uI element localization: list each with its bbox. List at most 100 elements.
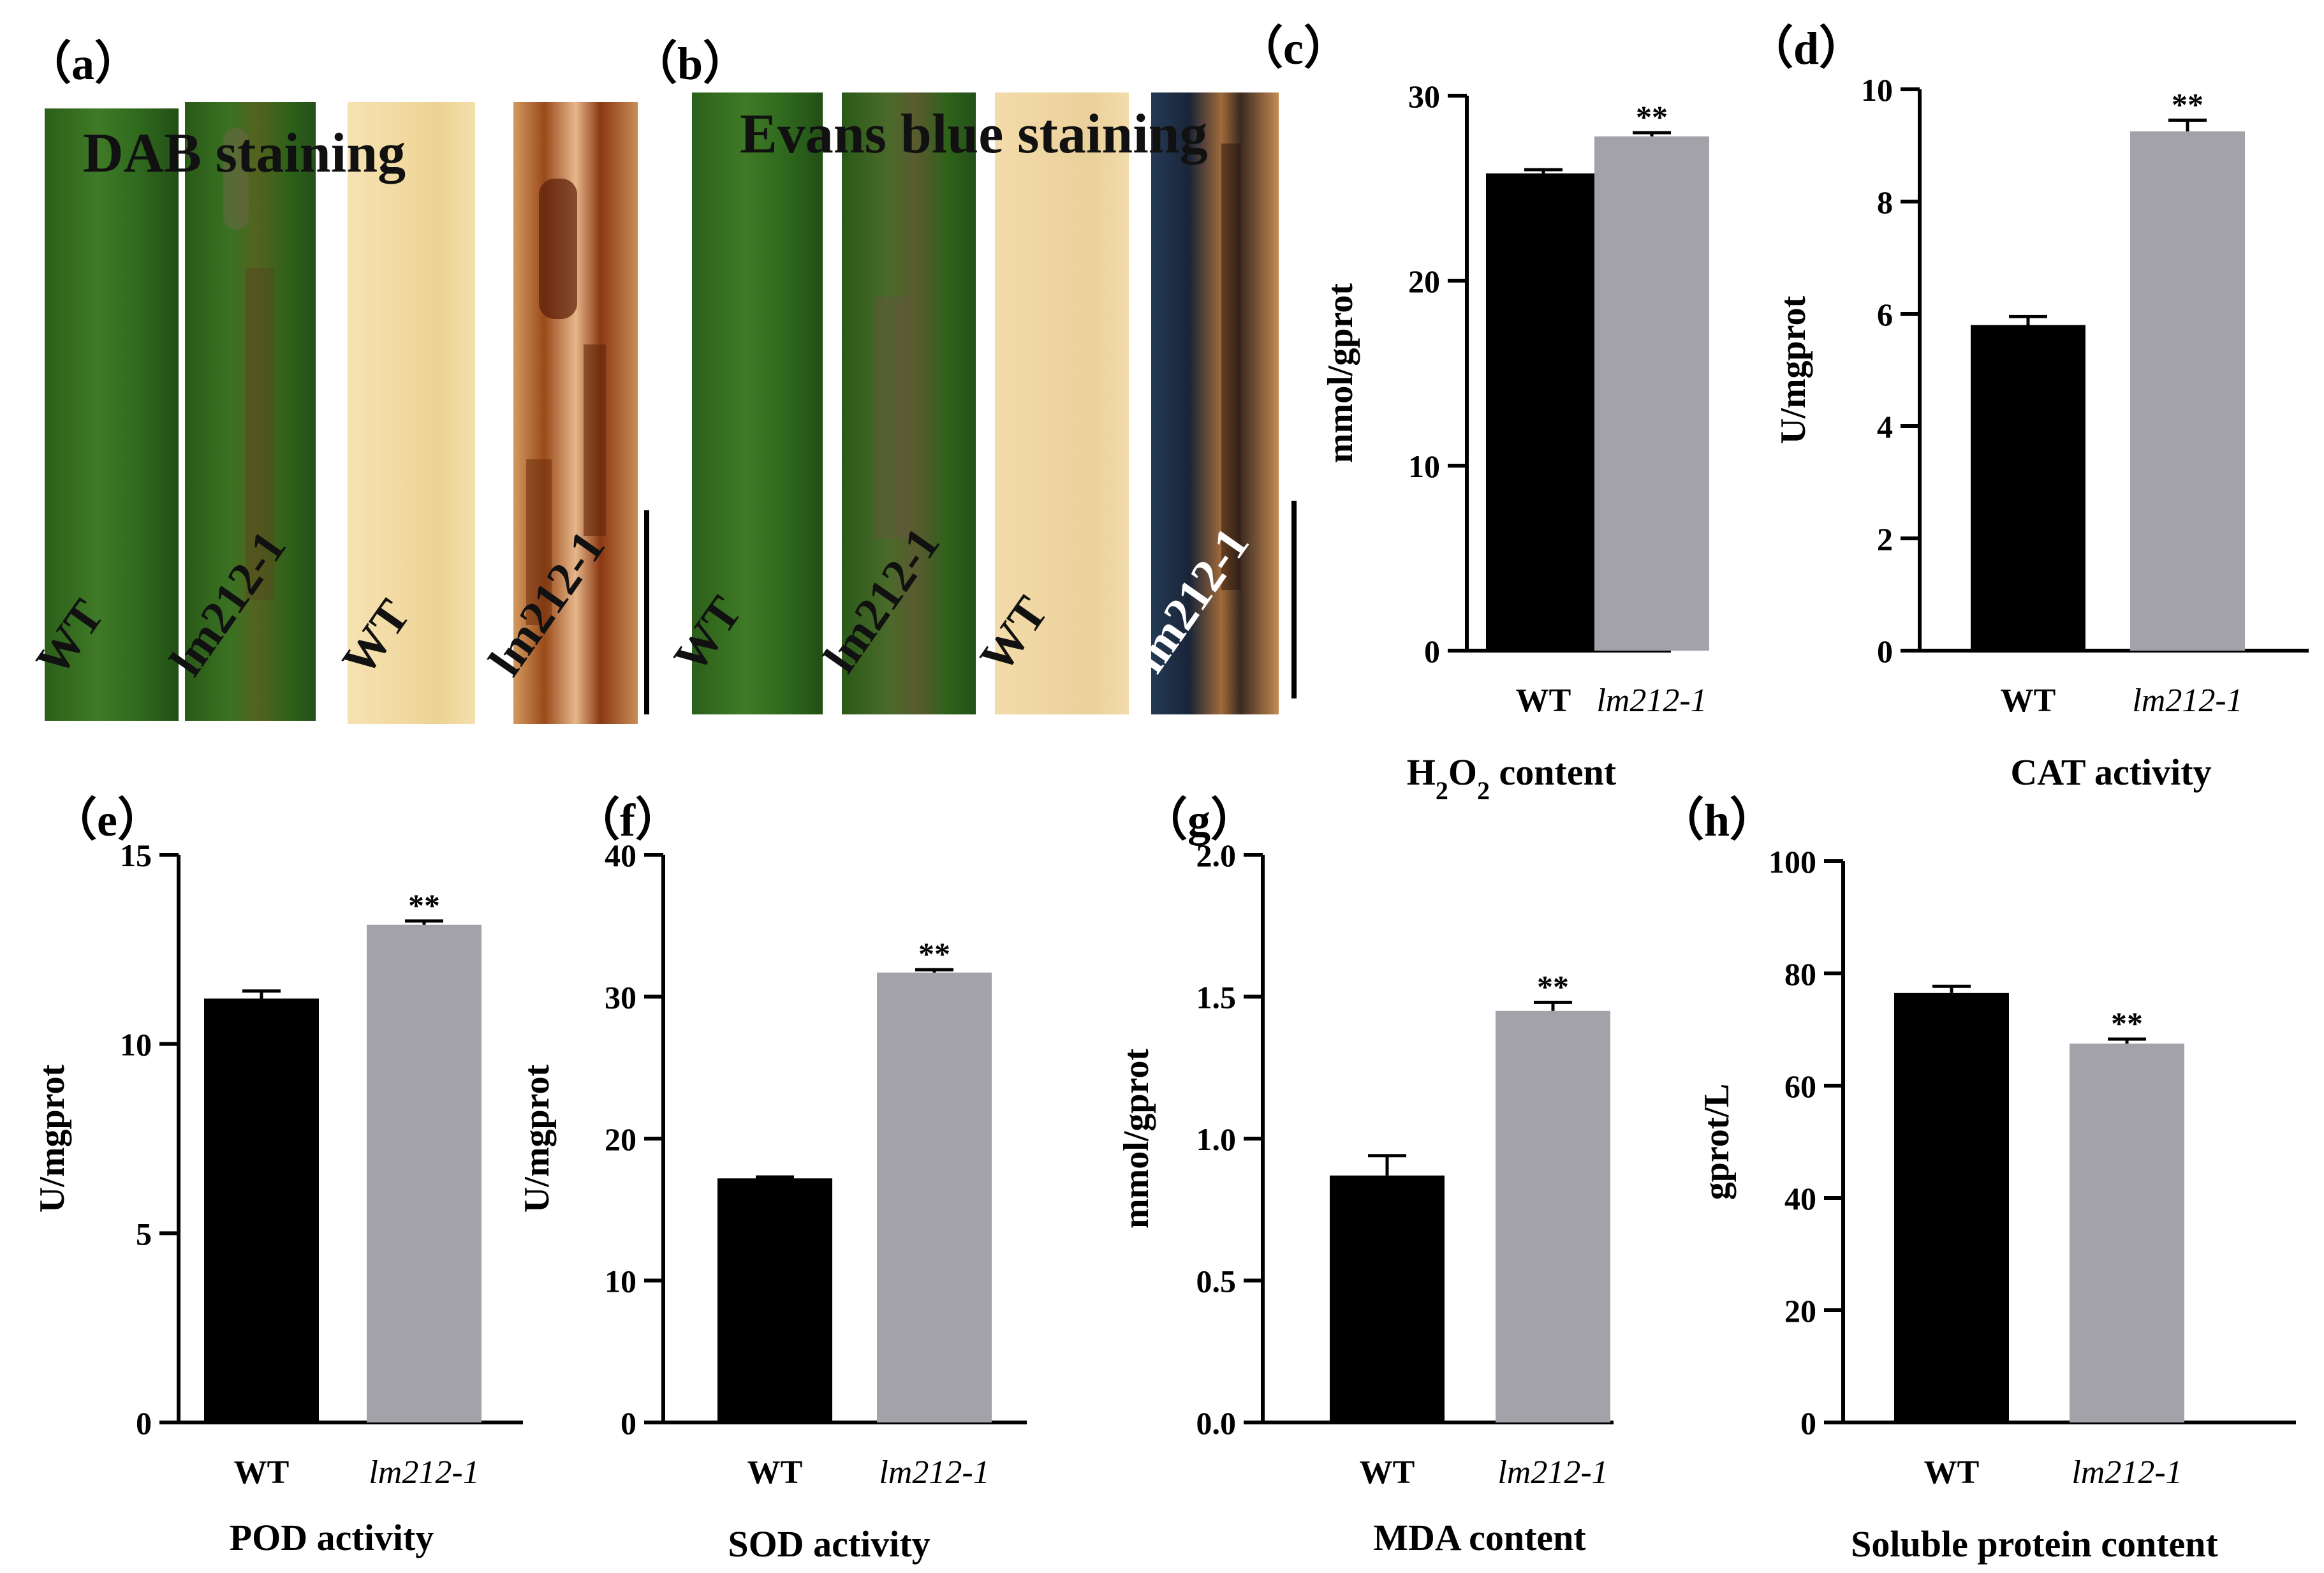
x-axis-label-f: SOD activity xyxy=(728,1523,930,1565)
significance-mark-c: ** xyxy=(1636,99,1668,135)
chart-soluble-protein-content: （h） 0 20 40 60 80 100 gprot/L WT ** lm212-1 Soluble… xyxy=(1658,795,2296,1565)
y-tick-label-c: 10 xyxy=(1408,448,1440,484)
chart-pod-activity: （e） 0 5 10 15 U/mgprot WT ** lm212-1 POD activity xyxy=(33,795,523,1558)
chart-mda-content: （g） 0.0 0.5 1.0 1.5 2.0 mmol/gprot WT ** lm212-1 M… xyxy=(1117,795,1614,1558)
bar-c-mutant xyxy=(1594,136,1709,651)
leaf-wt-untreated-a xyxy=(45,108,179,721)
x-axis-label-d: CAT activity xyxy=(2010,751,2211,793)
y-tick-label-d: 0 xyxy=(1877,633,1893,669)
y-tick-label-c: 20 xyxy=(1408,263,1440,299)
y-axis-label-f: U/mgprot xyxy=(517,1065,557,1213)
leaf-mutant-stained-a xyxy=(513,102,638,724)
bar-h-mutant xyxy=(2070,1044,2184,1422)
bar-e-mutant xyxy=(367,924,482,1422)
y-tick-label-c: 30 xyxy=(1408,78,1440,114)
x-tick-label-e: lm212-1 xyxy=(369,1454,479,1491)
y-axis-label-g: mmol/gprot xyxy=(1117,1049,1156,1229)
x-tick-label-h: WT xyxy=(1924,1454,1980,1491)
x-axis-label-g: MDA content xyxy=(1373,1517,1586,1558)
panel-label-b: （b） xyxy=(631,38,749,89)
y-tick-label-d: 6 xyxy=(1877,297,1893,332)
bar-e-wt xyxy=(204,998,319,1422)
panel-label-c: （c） xyxy=(1237,23,1350,74)
y-tick-label-h: 80 xyxy=(1784,956,1816,992)
leaf-mutant-untreated-a xyxy=(185,102,316,721)
x-tick-label-c: lm212-1 xyxy=(1596,683,1707,719)
x-axis-label-e: POD activity xyxy=(230,1517,434,1558)
y-axis-label-d: U/mgprot xyxy=(1774,296,1813,445)
chart-h2o2-content: （c） 0 10 20 30 mmol/gprot WT ** lm212-1 H2O2 cont… xyxy=(1237,23,1709,805)
y-tick-label-h: 40 xyxy=(1784,1181,1816,1216)
y-axis-label-e: U/mgprot xyxy=(33,1065,72,1213)
significance-mark-h: ** xyxy=(2111,1005,2143,1041)
panel-label-e: （e） xyxy=(51,795,163,846)
y-tick-label-h: 60 xyxy=(1784,1068,1816,1104)
y-tick-label-f: 40 xyxy=(605,838,636,873)
y-tick-label-e: 0 xyxy=(136,1405,152,1441)
leaf-mutant-stained-b xyxy=(1151,92,1279,714)
y-tick-label-f: 20 xyxy=(605,1121,636,1157)
significance-mark-g: ** xyxy=(1537,968,1569,1004)
y-tick-label-e: 10 xyxy=(120,1027,152,1063)
panel-label-h: （h） xyxy=(1658,795,1776,846)
y-tick-label-g: 2.0 xyxy=(1196,838,1237,873)
scale-bar-a xyxy=(644,510,649,714)
x-tick-label-c: WT xyxy=(1516,683,1571,719)
x-axis-label-h: Soluble protein content xyxy=(1851,1523,2218,1565)
bar-g-mutant xyxy=(1496,1010,1610,1422)
x-axis-label-c: H2O2 content xyxy=(1407,751,1617,805)
x-tick-label-f: WT xyxy=(747,1454,803,1491)
y-axis-label-c: mmol/gprot xyxy=(1321,283,1360,463)
x-tick-label-g: WT xyxy=(1360,1454,1415,1491)
y-tick-label-f: 30 xyxy=(605,980,636,1015)
chart-sod-activity: （f） 0 10 20 30 40 U/mgprot WT ** lm212-1 SOD activ… xyxy=(517,795,1027,1565)
y-tick-label-h: 0 xyxy=(1800,1405,1816,1441)
y-tick-label-h: 100 xyxy=(1769,844,1816,880)
significance-mark-d: ** xyxy=(2172,86,2203,122)
dab-staining-title: DAB staining xyxy=(83,122,406,184)
evans-blue-staining-title: Evans blue staining xyxy=(740,103,1208,165)
panel-label-f: （f） xyxy=(574,795,681,846)
panel-label-g: （g） xyxy=(1142,795,1256,846)
significance-mark-f: ** xyxy=(918,936,950,971)
leaf-wt-stained-a xyxy=(348,102,475,724)
y-tick-label-g: 1.0 xyxy=(1196,1121,1237,1157)
y-tick-label-g: 0.0 xyxy=(1196,1405,1237,1441)
leaf-mutant-untreated-b xyxy=(842,92,976,714)
panel-label-a: （a） xyxy=(26,38,141,89)
x-tick-label-d: lm212-1 xyxy=(2132,683,2242,719)
y-tick-label-d: 8 xyxy=(1877,184,1893,220)
bar-d-mutant xyxy=(2130,131,2245,651)
bar-d-wt xyxy=(1971,325,2085,651)
bar-g-wt xyxy=(1330,1175,1445,1422)
significance-mark-e: ** xyxy=(408,887,440,923)
y-tick-label-d: 2 xyxy=(1877,521,1893,557)
x-tick-label-f: lm212-1 xyxy=(879,1454,989,1491)
y-tick-label-c: 0 xyxy=(1424,633,1440,669)
y-tick-label-g: 1.5 xyxy=(1196,980,1237,1015)
leaf-wt-stained-b xyxy=(995,92,1129,714)
x-tick-label-h: lm212-1 xyxy=(2071,1454,2182,1491)
leaf-wt-untreated-b xyxy=(692,92,823,714)
y-tick-label-f: 0 xyxy=(621,1405,636,1441)
y-tick-label-e: 15 xyxy=(120,838,152,873)
y-tick-label-d: 4 xyxy=(1877,409,1893,445)
y-tick-label-h: 20 xyxy=(1784,1293,1816,1329)
y-tick-label-d: 10 xyxy=(1861,72,1893,108)
y-tick-label-g: 0.5 xyxy=(1196,1264,1237,1299)
chart-cat-activity: （d） 0 2 4 6 8 10 U/mgprot WT ** lm212-1 CAT activit… xyxy=(1747,23,2309,793)
y-tick-label-e: 5 xyxy=(136,1216,152,1252)
y-tick-label-f: 10 xyxy=(605,1264,636,1299)
x-tick-label-d: WT xyxy=(2001,683,2056,719)
y-axis-label-h: gprot/L xyxy=(1697,1084,1737,1200)
bar-c-wt xyxy=(1486,173,1601,651)
x-tick-label-e: WT xyxy=(234,1454,290,1491)
x-tick-label-g: lm212-1 xyxy=(1497,1454,1608,1491)
scale-bar-b xyxy=(1291,501,1297,698)
bar-h-wt xyxy=(1894,993,2009,1422)
dab-staining-photo: DAB staining WT lm212-1 WT lm212-1 xyxy=(26,102,657,727)
evans-blue-staining-photo: Evans blue staining WT lm212-1 WT lm212-… xyxy=(664,92,1320,724)
bar-f-wt xyxy=(717,1178,832,1422)
bar-f-mutant xyxy=(877,972,992,1422)
panel-label-d: （d） xyxy=(1747,23,1865,74)
